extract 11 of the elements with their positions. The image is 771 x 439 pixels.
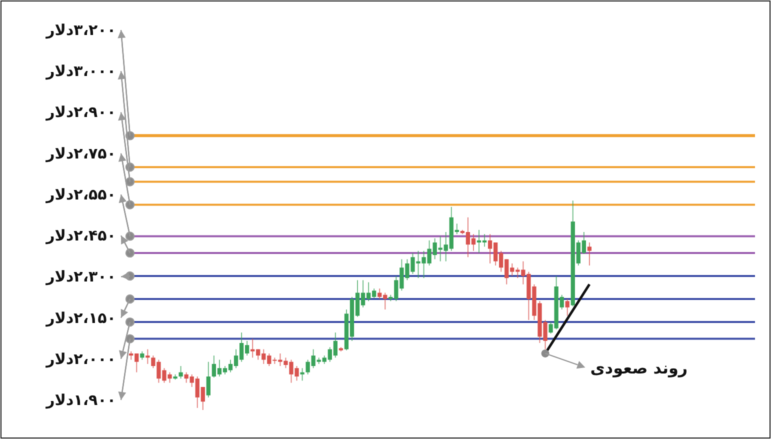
ref-label: ۲،۵۵۰دلار — [46, 185, 116, 204]
annotation: روند صعودی — [590, 358, 688, 378]
ref-label: ۲،۰۰۰دلار — [46, 350, 116, 368]
ref-label: ۳،۲۰۰دلار — [46, 21, 116, 39]
ref-label: ۲،۹۰۰دلار — [46, 103, 116, 122]
ref-label: ۲،۳۰۰دلار — [46, 268, 116, 286]
ref-label: ۲،۱۵۰دلار — [46, 308, 116, 327]
ref-label: ۳،۰۰۰دلار — [46, 62, 116, 80]
ref-label: ۲،۷۵۰دلار — [46, 144, 116, 162]
ref-label: ۱،۹۰۰دلار — [46, 391, 116, 409]
ref-label: ۲،۴۵۰دلار — [46, 226, 116, 245]
